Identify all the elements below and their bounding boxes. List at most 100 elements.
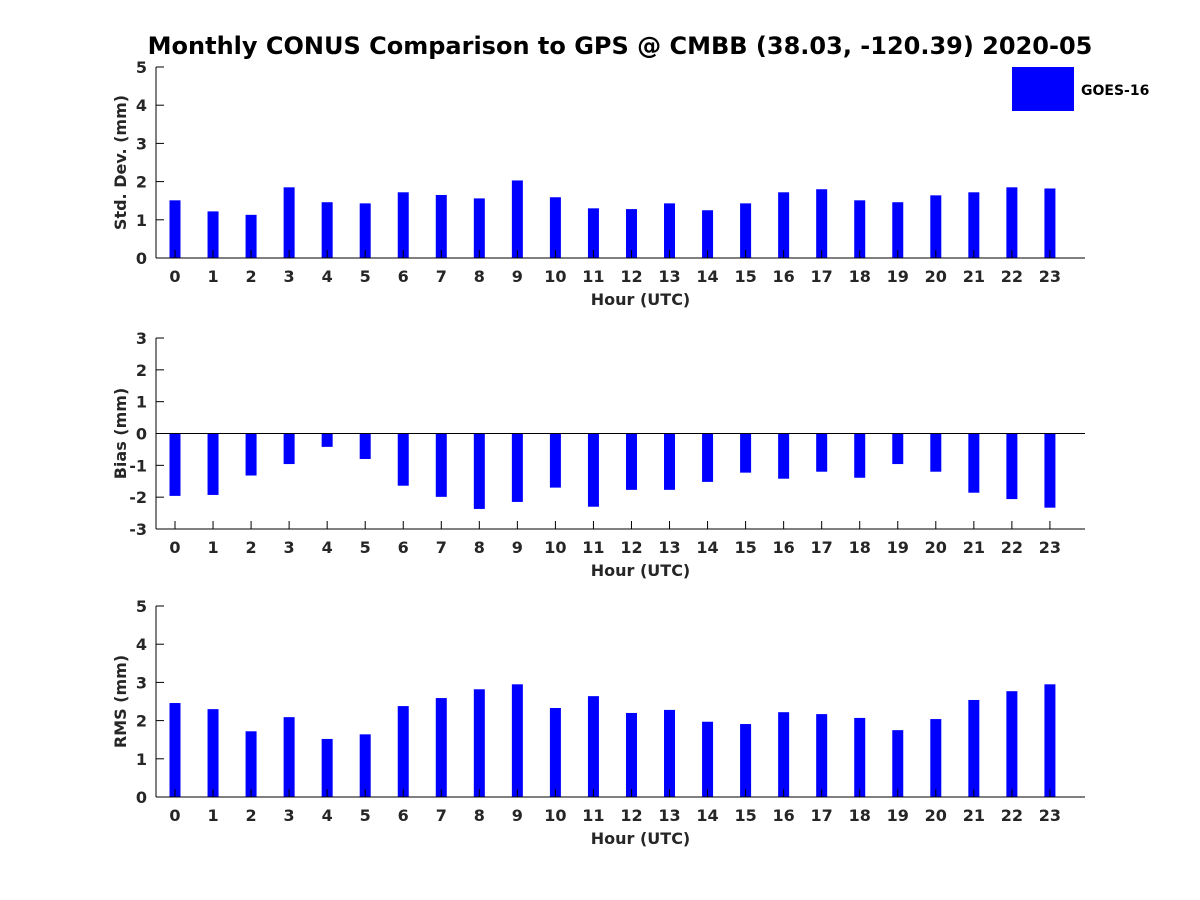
x-tick-label: 17 [811,806,833,825]
std-dev-bar [473,198,485,258]
y-axis-label: Std. Dev. (mm) [111,95,130,230]
rms-bar [359,734,371,797]
x-tick-label: 17 [811,267,833,286]
x-axis-label: Hour (UTC) [591,290,691,309]
std-dev-bar [549,197,561,258]
std-dev-bar [359,203,371,258]
bias-bar [930,433,942,472]
x-tick-label: 1 [207,267,218,286]
x-tick-label: 16 [773,267,795,286]
x-tick-label: 4 [322,267,333,286]
bias-bar [854,433,866,478]
legend-label: GOES-16 [1081,83,1149,99]
x-tick-label: 4 [322,806,333,825]
y-tick-label: 1 [136,393,147,412]
x-tick-label: 9 [512,267,523,286]
x-tick-label: 19 [887,267,909,286]
x-tick-label: 2 [246,806,257,825]
y-tick-label: 5 [136,58,147,77]
bias-bar [435,433,447,497]
rms-bar [664,709,676,797]
bias-bar [245,433,257,476]
x-axis-label: Hour (UTC) [591,561,691,580]
x-tick-label: 11 [582,806,604,825]
x-tick-label: 3 [284,806,295,825]
x-tick-label: 13 [658,538,680,557]
x-tick-label: 6 [398,267,409,286]
x-tick-label: 5 [360,538,371,557]
x-tick-label: 15 [734,267,756,286]
x-tick-label: 11 [582,267,604,286]
rms-bar [625,712,637,797]
y-tick-label: 0 [136,249,147,268]
x-tick-label: 10 [544,806,566,825]
y-tick-label: -2 [129,488,147,507]
x-tick-label: 18 [849,538,871,557]
rms-bar [435,698,447,797]
std-dev-bar [511,180,523,258]
std-dev-bar [207,211,219,258]
legend-swatch [1012,67,1074,111]
bias-bar [1044,433,1056,508]
y-tick-label: 3 [136,673,147,692]
x-tick-label: 5 [360,806,371,825]
rms-bar [207,709,219,797]
x-tick-label: 20 [925,806,947,825]
x-tick-label: 21 [963,538,985,557]
x-tick-label: 14 [696,806,718,825]
x-tick-label: 13 [658,806,680,825]
x-tick-label: 22 [1001,267,1023,286]
std-dev-bar [930,195,942,258]
std-dev-bar [1006,187,1018,258]
x-tick-label: 14 [696,267,718,286]
y-tick-label: 2 [136,361,147,380]
x-tick-label: 22 [1001,806,1023,825]
x-tick-label: 2 [246,267,257,286]
std-dev-bar [1044,188,1056,258]
rms-bar [283,717,295,797]
bias-bar [740,433,752,473]
std-dev-bar [778,192,790,258]
rms-bar [473,689,485,797]
x-tick-label: 16 [773,538,795,557]
std-dev-bar [169,200,181,258]
x-tick-label: 14 [696,538,718,557]
x-tick-label: 21 [963,267,985,286]
x-tick-label: 0 [169,806,180,825]
rms-bar [816,714,828,797]
x-tick-label: 21 [963,806,985,825]
x-tick-label: 5 [360,267,371,286]
x-tick-label: 12 [620,806,642,825]
x-tick-label: 12 [620,267,642,286]
x-tick-label: 1 [207,806,218,825]
std-dev-bar [664,203,676,258]
std-dev-bar [892,202,904,258]
x-tick-label: 15 [734,538,756,557]
x-tick-label: 6 [398,538,409,557]
bias-bar [283,433,295,465]
x-tick-label: 8 [474,538,485,557]
x-tick-label: 10 [544,538,566,557]
x-tick-label: 4 [322,538,333,557]
x-tick-label: 7 [436,806,447,825]
y-axis-label: RMS (mm) [111,655,130,748]
rms-bar [930,719,942,797]
bias-bar [968,433,980,493]
x-tick-label: 9 [512,806,523,825]
x-tick-label: 20 [925,538,947,557]
chart-title: Monthly CONUS Comparison to GPS @ CMBB (… [148,32,1093,60]
x-tick-label: 2 [246,538,257,557]
x-tick-label: 16 [773,806,795,825]
y-tick-label: -1 [129,456,147,475]
x-tick-label: 3 [284,267,295,286]
y-axis-label: Bias (mm) [111,388,130,480]
bias-bar [397,433,409,486]
bias-bar [321,433,333,447]
bias-bar [207,433,219,495]
std-dev-bar [283,187,295,258]
x-tick-label: 8 [474,806,485,825]
bias-bar [778,433,790,479]
x-tick-label: 13 [658,267,680,286]
